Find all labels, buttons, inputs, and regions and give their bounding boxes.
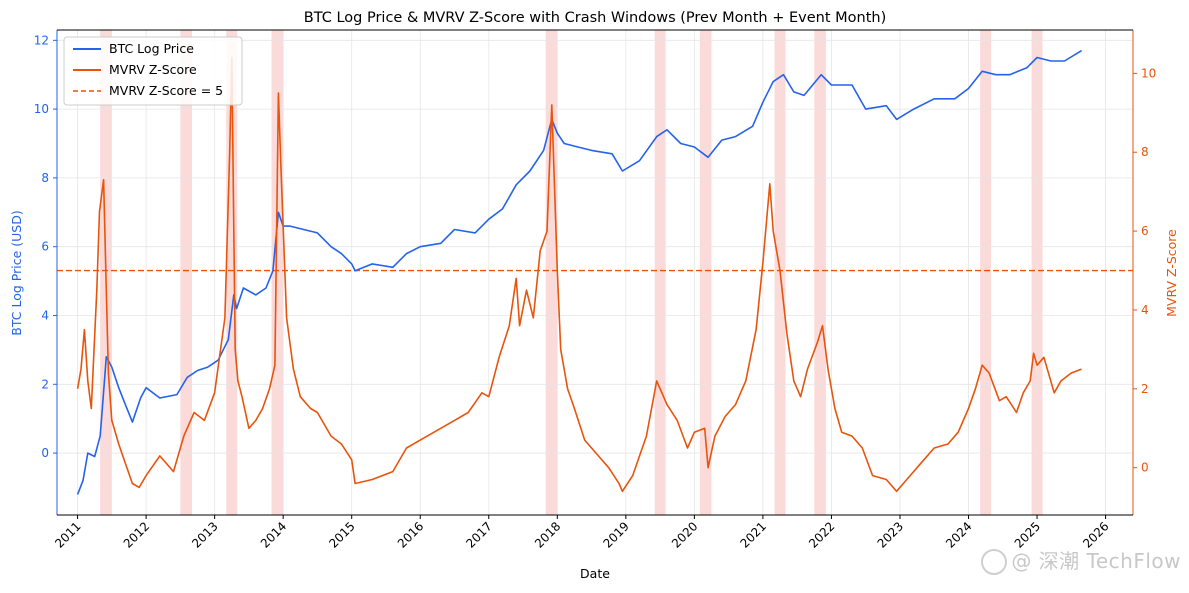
crash-window-1 [180,30,193,515]
x-tick-label-2014: 2014 [258,519,289,550]
axes-layer [56,29,1134,516]
y-left-tick-label-8: 8 [41,171,49,185]
crash-window-4 [545,30,558,515]
watermark-logo-icon [981,549,1008,575]
legend-label-price: BTC Log Price [109,41,194,56]
y-left-tick-label-10: 10 [34,102,49,116]
y-left-tick-label-2: 2 [41,377,49,391]
legend-box [63,36,243,106]
x-tick-label-2018: 2018 [532,519,563,550]
x-tick-label-2022: 2022 [806,519,837,550]
x-tick-label-2020: 2020 [669,519,700,550]
y-right-tick-label-4: 4 [1141,303,1149,317]
watermark: @ 深潮 TechFlow [981,545,1181,575]
series-layer [76,49,1083,495]
x-tick-label-2019: 2019 [600,519,631,550]
x-tick-label-2023: 2023 [875,519,906,550]
x-tick-label-2016: 2016 [395,519,426,550]
x-tick-label-2015: 2015 [326,519,357,550]
y-axis-left-label: BTC Log Price (USD) [9,210,24,335]
crash-window-9 [980,30,992,515]
y-left-tick-label-12: 12 [34,33,49,47]
x-tick-label-2024: 2024 [943,519,974,550]
y-axis-right-label: MVRV Z-Score [1164,229,1179,317]
y-right-tick-label-10: 10 [1141,66,1156,80]
x-tick-label-2011: 2011 [52,519,83,550]
y-right-tick-label-6: 6 [1141,224,1149,238]
chart-title: BTC Log Price & MVRV Z-Score with Crash … [304,10,886,26]
x-tick-label-2013: 2013 [189,519,220,550]
y-right-tick-label-8: 8 [1141,145,1149,159]
price-line [76,49,1083,495]
x-axis-label: Date [580,566,610,581]
mvrv-line [76,56,1082,493]
legend-label-mvrv: MVRV Z-Score [109,62,197,77]
watermark-text: @ 深潮 TechFlow [1011,548,1181,573]
crash-window-5 [654,30,666,515]
y-left-tick-label-0: 0 [41,446,49,460]
y-right-tick-label-2: 2 [1141,382,1149,396]
x-tick-label-2021: 2021 [738,519,769,550]
crash-window-8 [814,30,826,515]
y-left-tick-label-6: 6 [41,240,49,254]
x-tick-label-2017: 2017 [463,519,494,550]
crash-window-2 [226,30,238,515]
crash-window-3 [271,30,284,515]
x-tick-label-2012: 2012 [121,519,152,550]
legend: BTC Log Price MVRV Z-Score MVRV Z-Score … [63,36,243,106]
y-left-tick-label-4: 4 [41,308,49,322]
legend-label-threshold: MVRV Z-Score = 5 [109,83,223,98]
y-right-tick-label-0: 0 [1141,461,1149,475]
crash-window-6 [699,30,712,515]
